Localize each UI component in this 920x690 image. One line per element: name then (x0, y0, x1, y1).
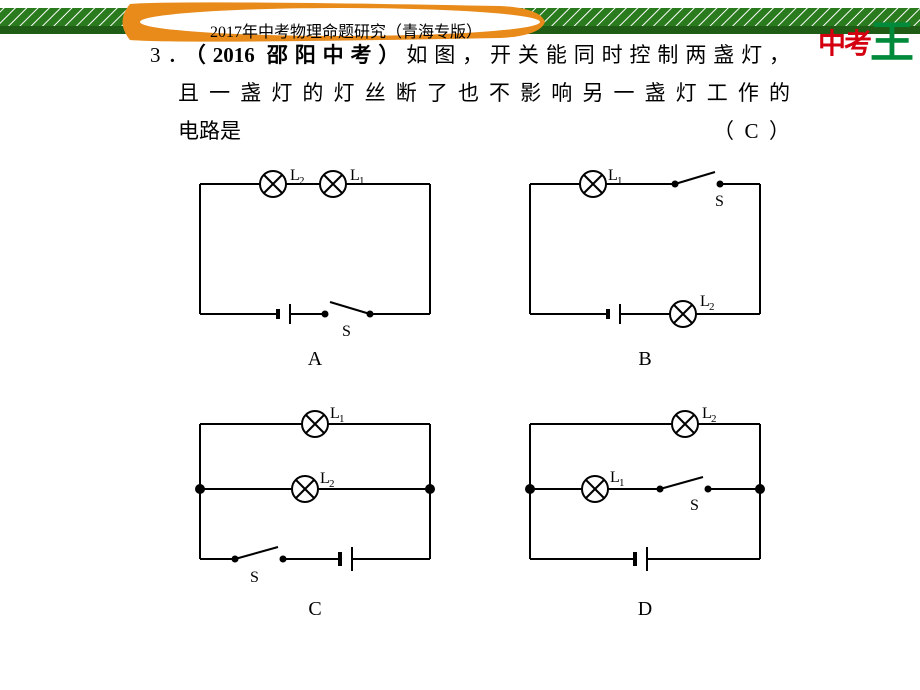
question-text: 3．（2016 邵阳中考）如图，开关能同时控制两盏灯， 且一盏灯的灯丝断了也不影… (150, 36, 790, 150)
circuit-d: L2 L1 S D (510, 404, 780, 621)
switch-label: S (342, 323, 351, 340)
circuit-b: L1 S L2 B (510, 164, 780, 371)
question-line1: 如图，开关能同时控制两盏灯， (406, 43, 790, 67)
logo-wang: 王 (870, 6, 914, 70)
svg-text:S: S (250, 569, 259, 586)
circuit-a: L 2 L 1 S A (180, 164, 450, 371)
option-label-c: C (180, 598, 450, 621)
svg-text:1: 1 (359, 175, 365, 187)
option-label-a: A (180, 348, 450, 371)
option-label-b: B (510, 348, 780, 371)
svg-text:2: 2 (711, 413, 717, 425)
option-label-d: D (510, 598, 780, 621)
svg-text:S: S (715, 193, 724, 210)
question-line2: 且一盏灯的灯丝断了也不影响另一盏灯工作的 (150, 74, 790, 112)
svg-text:1: 1 (339, 413, 345, 425)
svg-text:1: 1 (617, 175, 623, 187)
svg-text:S: S (690, 497, 699, 514)
logo: 中考王 (818, 2, 914, 66)
question-block: 3．（2016 邵阳中考）如图，开关能同时控制两盏灯， 且一盏灯的灯丝断了也不影… (150, 36, 790, 150)
question-number: 3． (150, 43, 195, 67)
question-line3: 电路是 (178, 119, 241, 143)
svg-text:2: 2 (329, 478, 335, 490)
logo-zhongkao: 中考 (818, 29, 870, 60)
svg-text:2: 2 (709, 301, 715, 313)
svg-text:1: 1 (619, 477, 625, 489)
circuit-c: L1 L2 S C (180, 404, 450, 621)
svg-text:2: 2 (299, 175, 305, 187)
question-source: （2016 邵阳中考） (195, 43, 406, 67)
answer-slot: （ C ） (713, 112, 790, 150)
answer-letter: C (744, 119, 758, 143)
